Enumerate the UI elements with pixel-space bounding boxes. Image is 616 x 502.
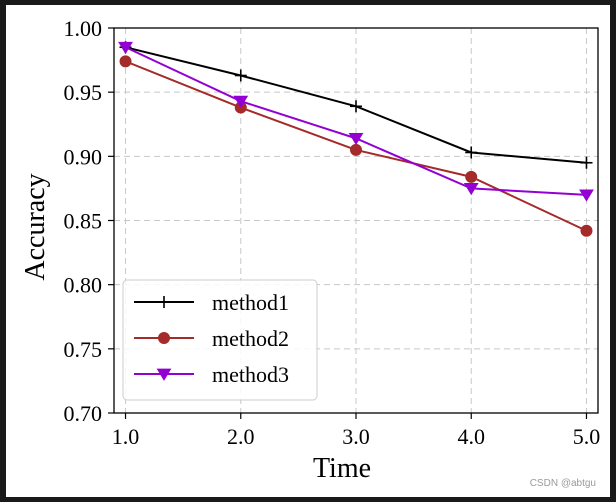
axes: 0.70 0.75 0.80 0.85 0.90 0.95 1.00 1.0 2.0 3.0 4.0… (64, 16, 601, 449)
y-tick-label: 0.70 (64, 401, 103, 426)
y-tick-label: 0.90 (64, 144, 103, 169)
data-point (119, 55, 132, 68)
legend-marker (158, 296, 170, 308)
data-point (580, 224, 593, 237)
series-method3 (118, 41, 594, 202)
data-point (350, 143, 362, 156)
plot-border (113, 27, 599, 414)
legend-marker (156, 368, 172, 381)
legend-box (122, 279, 318, 401)
data-point (579, 189, 594, 202)
legend-item-method2: method2 (134, 326, 289, 351)
data-point (118, 41, 133, 55)
y-axis-label: Accuracy (20, 173, 51, 280)
legend-marker (158, 332, 170, 344)
x-tick-label: 1.0 (112, 424, 140, 449)
data-point (234, 69, 247, 82)
data-point (233, 95, 249, 108)
data-point (465, 146, 478, 159)
watermark: CSDN @abtgu (529, 478, 596, 489)
x-tick-label: 4.0 (457, 424, 485, 449)
y-tick-label: 0.85 (64, 209, 103, 234)
data-point (350, 100, 362, 113)
data-point (463, 183, 479, 196)
x-tick-label: 2.0 (227, 424, 255, 449)
legend: method1 method2 method3 (122, 279, 318, 401)
legend-item-method3: method3 (134, 362, 289, 387)
data-point (465, 170, 478, 183)
y-tick-label: 0.75 (64, 337, 103, 362)
series-method2 (119, 55, 593, 237)
series-lines (118, 41, 594, 237)
legend-label: method1 (212, 290, 289, 315)
legend-label: method3 (212, 362, 289, 387)
x-axis-label: Time (313, 453, 371, 484)
y-tick-label: 0.80 (64, 273, 103, 298)
legend-item-method1: method1 (134, 290, 289, 315)
data-point (348, 132, 364, 146)
data-point (580, 156, 593, 169)
legend-label: method2 (212, 326, 289, 351)
y-tick-label: 1.00 (64, 16, 103, 41)
line-chart: 0.70 0.75 0.80 0.85 0.90 0.95 1.00 1.0 2.0 3.0 4.0… (20, 16, 601, 484)
x-tick-label: 5.0 (573, 424, 601, 449)
x-tick-label: 3.0 (342, 424, 370, 449)
y-tick-label: 0.95 (64, 80, 103, 105)
